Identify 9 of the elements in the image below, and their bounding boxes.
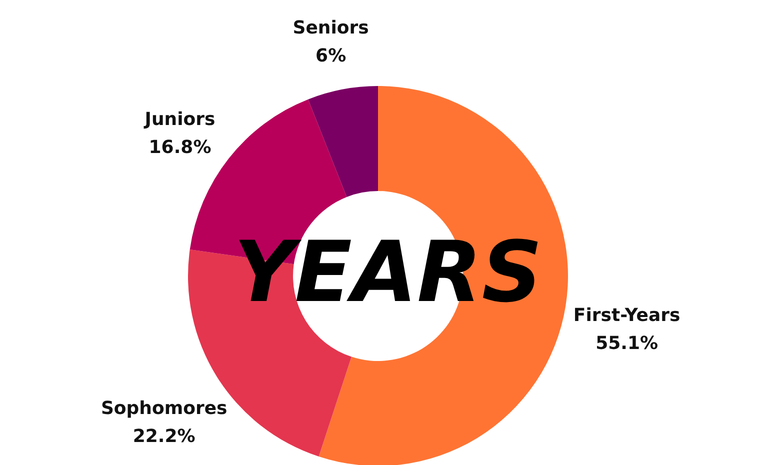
data-label: 6% [316, 45, 346, 66]
slice-label: Sophomores [100, 398, 228, 420]
data-label: 16.8% [148, 137, 212, 158]
slice-label: First-Years [573, 304, 680, 326]
data-label: 55.1% [596, 332, 658, 354]
slice-label: Juniors [142, 109, 216, 130]
donut-slice [308, 86, 378, 197]
slice-label: Seniors [292, 17, 369, 38]
data-label: 22.2% [132, 426, 196, 448]
